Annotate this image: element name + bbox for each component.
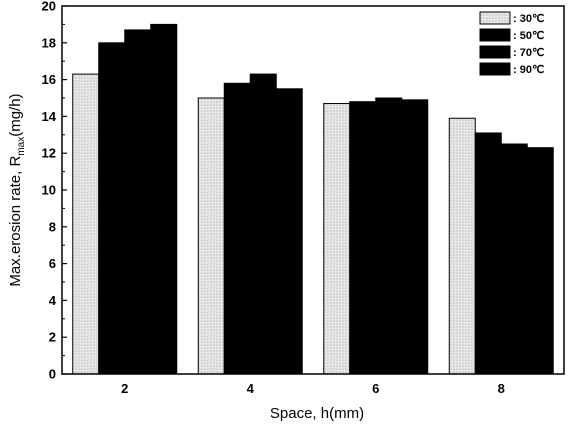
bar-3-8 [500, 143, 528, 375]
y-tick-label-20: 20 [42, 0, 56, 14]
bar-1-8 [448, 117, 476, 375]
x-tick-label-2: 2 [121, 381, 128, 396]
y-tick-label-10: 10 [42, 183, 56, 198]
bar-3-4 [249, 73, 277, 375]
bar-4-6 [401, 99, 429, 375]
bar-2-2 [98, 42, 126, 375]
y-tick-label-6: 6 [49, 256, 56, 271]
legend-swatch-4 [479, 62, 511, 76]
y-axis-title: Max.erosion rate, Rmax(mg/h) [7, 93, 27, 286]
bar-3-2 [124, 29, 152, 375]
bar-2-6 [349, 101, 377, 375]
y-axis-title-subscript: max [16, 137, 27, 156]
y-tick-label-12: 12 [42, 146, 56, 161]
legend-label-3: : 70℃ [513, 47, 544, 59]
legend-swatch-1 [479, 11, 511, 25]
bar-1-6 [323, 103, 351, 375]
legend-label-2: : 50℃ [513, 30, 544, 42]
bar-4-4 [275, 88, 303, 375]
legend-label-4: : 90℃ [513, 64, 544, 76]
y-tick-label-2: 2 [49, 330, 56, 345]
legend: : 30℃ : 50℃ : 70℃ : 90℃ [474, 8, 552, 82]
y-tick-label-14: 14 [42, 109, 57, 124]
y-tick-label-18: 18 [42, 35, 56, 50]
x-tick-label-8: 8 [498, 381, 505, 396]
legend-label-1: : 30℃ [513, 13, 544, 25]
bars-layer [72, 23, 554, 375]
bar-4-8 [526, 147, 554, 375]
bar-2-4 [223, 82, 251, 375]
bar-1-4 [197, 97, 225, 375]
bar-4-2 [150, 23, 178, 375]
bar-2-8 [474, 132, 502, 375]
labels-layer: 0 2 4 6 8 10 12 14 16 18 20 2 4 6 8 Space, h(mm) Max.ero… [7, 0, 505, 422]
y-tick-label-0: 0 [49, 367, 56, 382]
y-axis-title-main: Max.erosion rate, R [7, 156, 24, 287]
bar-1-2 [72, 73, 100, 375]
y-tick-label-8: 8 [49, 219, 56, 234]
x-tick-label-4: 4 [247, 381, 255, 396]
x-axis-title: Space, h(mm) [270, 405, 364, 422]
legend-swatch-2 [479, 28, 511, 42]
y-tick-label-4: 4 [49, 293, 57, 308]
axes-layer [61, 5, 565, 375]
bar-3-6 [375, 97, 403, 375]
y-axis-title-unit: (mg/h) [7, 93, 24, 136]
x-tick-label-6: 6 [372, 381, 379, 396]
y-tick-label-16: 16 [42, 72, 56, 87]
legend-swatch-3 [479, 45, 511, 59]
